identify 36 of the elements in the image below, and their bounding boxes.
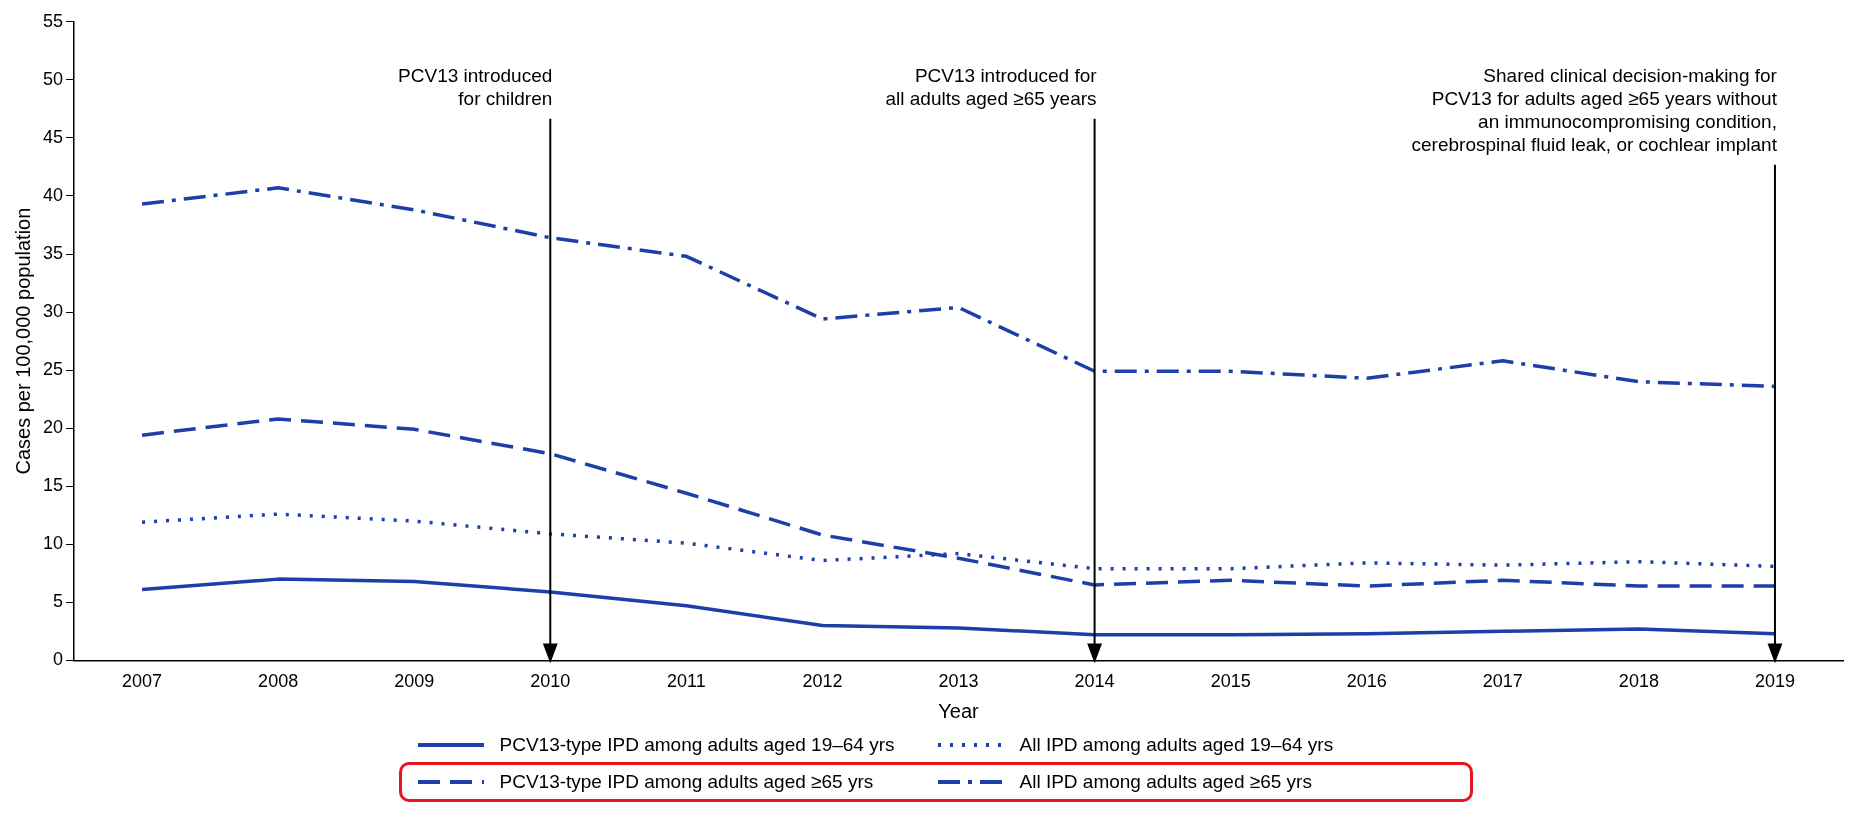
legend-label: All IPD among adults aged ≥65 yrs: [1019, 771, 1312, 793]
y-tick-label: 30: [42, 301, 64, 322]
y-tick-label: 25: [42, 359, 64, 380]
x-axis-title: Year: [938, 699, 980, 722]
y-tick-label: 5: [53, 591, 64, 612]
ref-line-label: PCV13 introduced for all adults aged ≥65 years: [885, 64, 1098, 109]
legend-label: PCV13-type IPD among adults aged 19–64 yrs: [499, 734, 895, 756]
y-tick-label: 50: [42, 68, 64, 89]
x-tick-label: 2012: [802, 671, 843, 692]
x-tick-label: 2016: [1346, 671, 1387, 692]
y-tick-label: 35: [42, 242, 64, 263]
line-series: [140, 186, 1777, 389]
legend-label: PCV13-type IPD among adults aged ≥65 yrs: [499, 771, 874, 793]
x-tick-label: 2018: [1618, 671, 1659, 692]
x-tick-label: 2008: [258, 671, 299, 692]
y-axis-title: Cases per 100,000 population: [11, 207, 34, 475]
x-tick-label: 2019: [1754, 671, 1795, 692]
ref-line-label: Shared clinical decision-making for PCV13 for adults aged ≥65 years without an immunocompromising condition, cerebrospinal fluid leak, or cochlear implant: [1411, 64, 1778, 155]
y-tick-label: 0: [53, 649, 64, 670]
x-tick-label: 2007: [122, 671, 163, 692]
x-tick-label: 2009: [394, 671, 435, 692]
y-tick-label: 15: [42, 475, 64, 496]
y-tick-label: 20: [42, 417, 64, 438]
y-tick-label: 55: [42, 10, 64, 31]
x-tick-label: 2010: [530, 671, 571, 692]
x-tick-label: 2011: [667, 671, 706, 692]
x-tick-label: 2014: [1074, 671, 1115, 692]
y-tick-label: 10: [42, 533, 64, 554]
line-series: [140, 417, 1777, 588]
y-tick-label: 40: [42, 184, 64, 205]
x-tick-label: 2017: [1482, 671, 1523, 692]
ref-line-label: PCV13 introduced for children: [398, 64, 553, 109]
y-tick-label: 45: [42, 126, 64, 147]
x-tick-label: 2013: [938, 671, 979, 692]
x-tick-label: 2015: [1210, 671, 1251, 692]
legend-label: All IPD among adults aged 19–64 yrs: [1019, 734, 1334, 756]
